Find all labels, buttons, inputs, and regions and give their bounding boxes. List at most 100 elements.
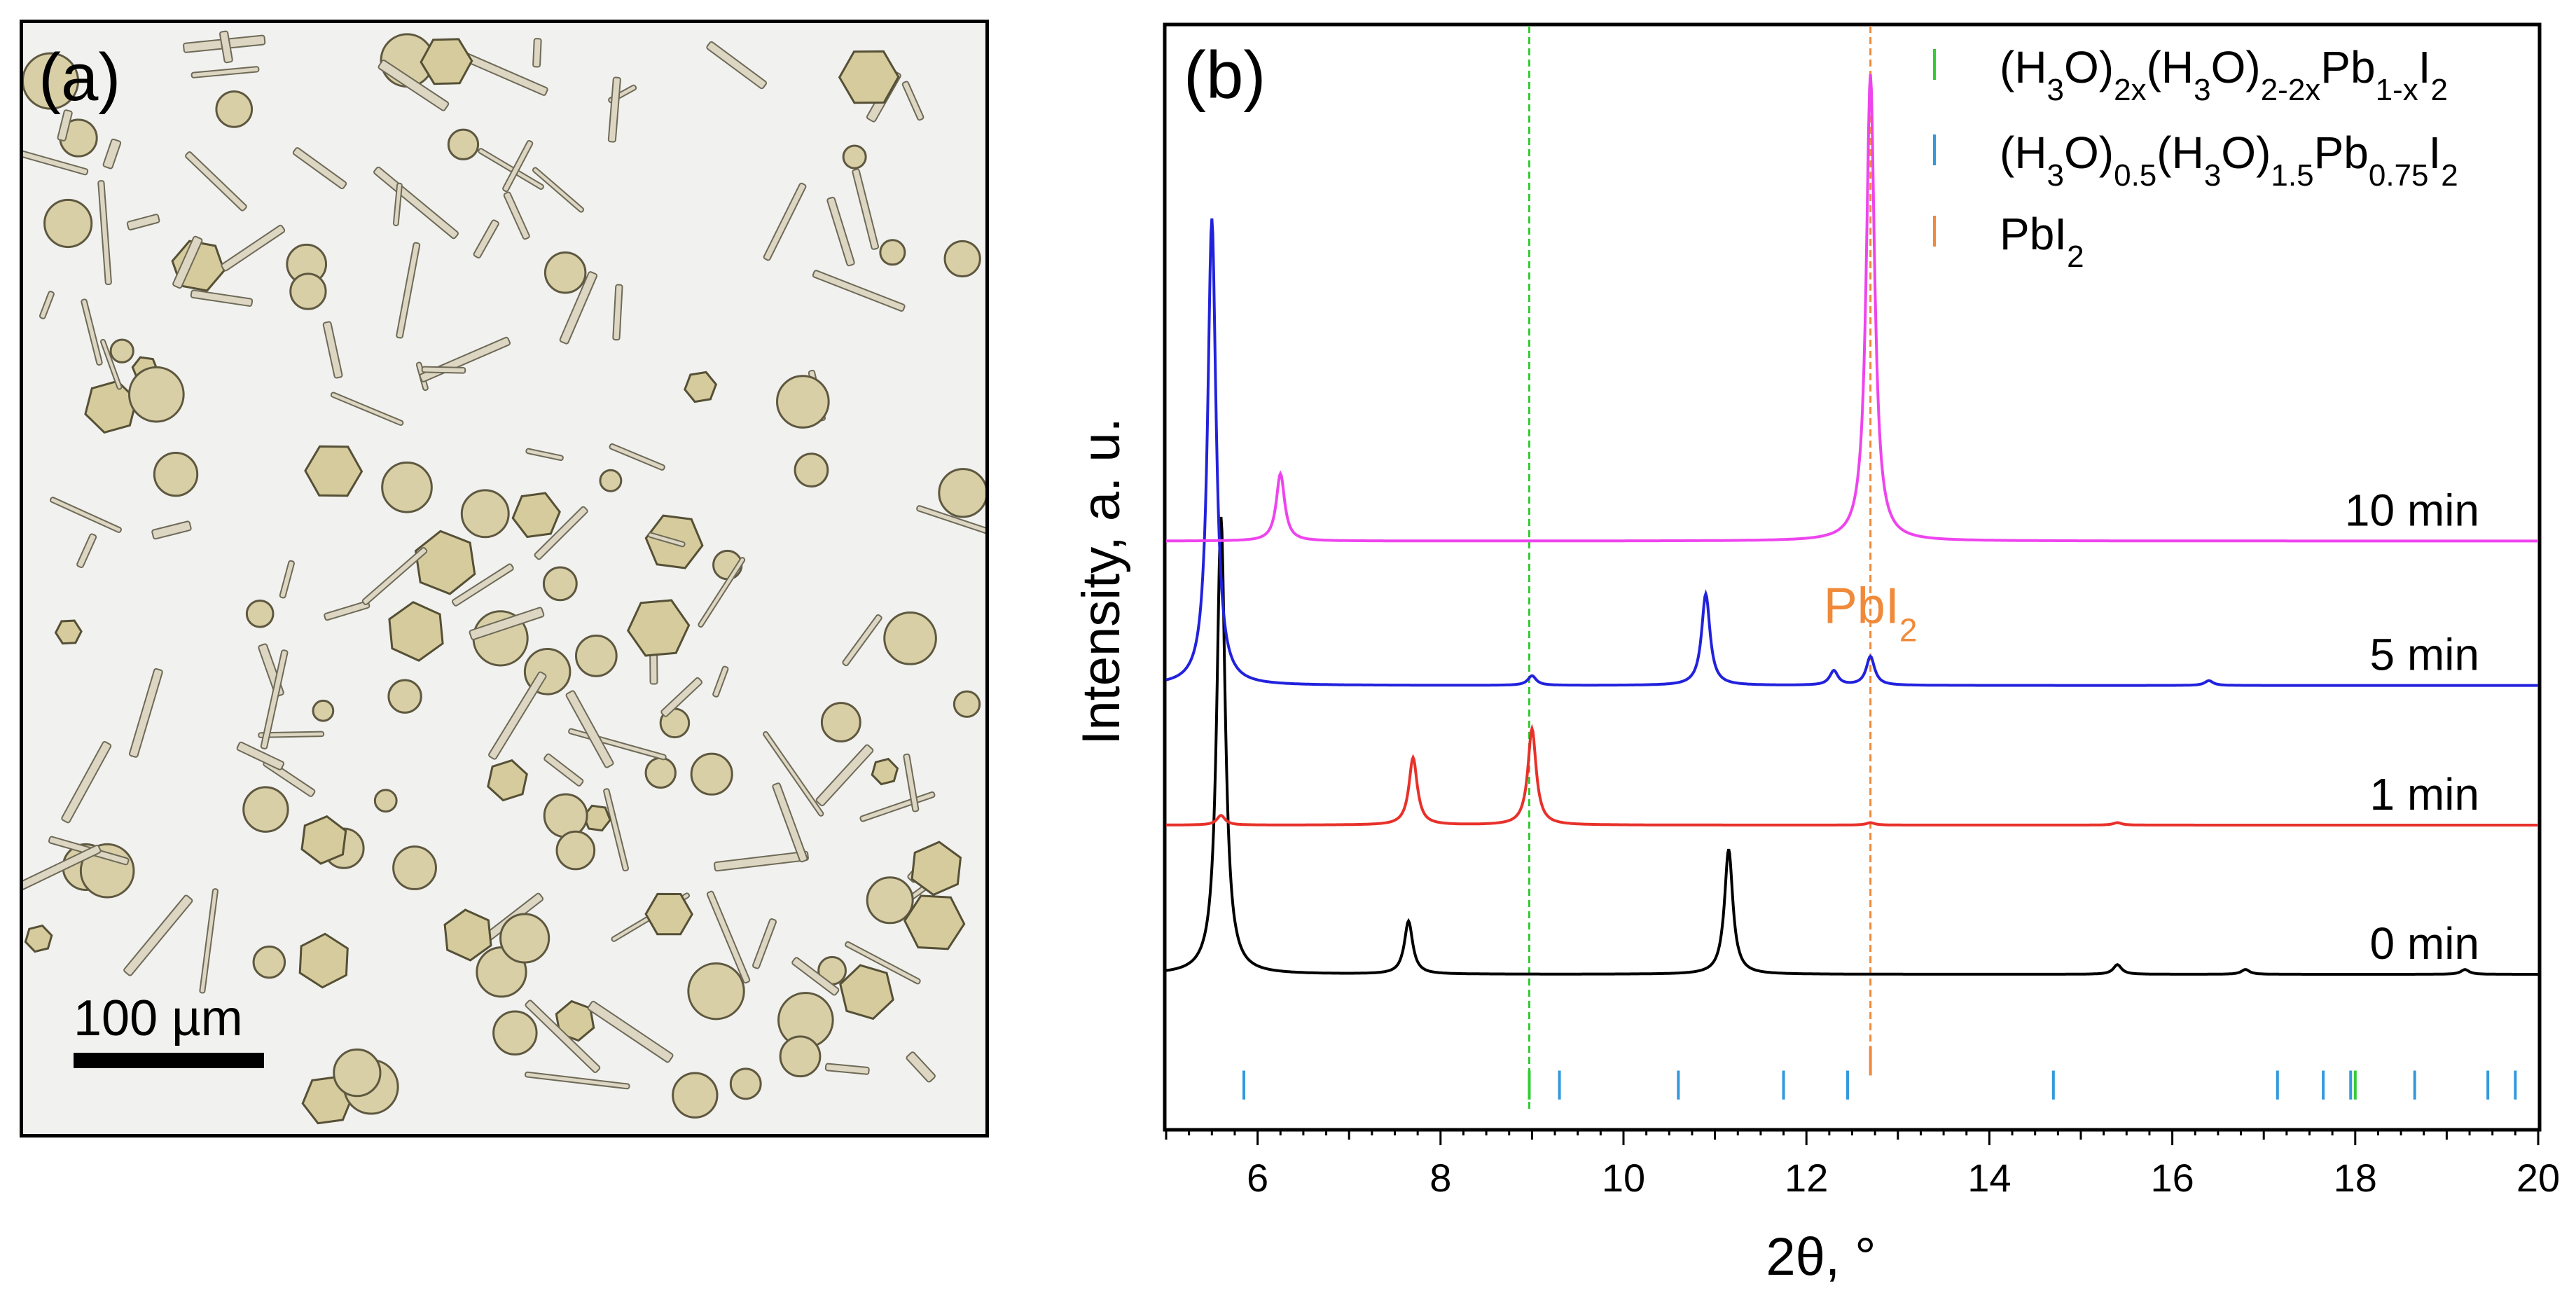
- x-axis-title: 2θ, °: [1766, 1227, 1876, 1287]
- hexagonal-crystal: [304, 445, 363, 497]
- round-crystal: [953, 690, 981, 718]
- hexagonal-crystal: [903, 894, 966, 950]
- needle-crystal: [61, 741, 112, 824]
- needle-crystal: [488, 671, 547, 760]
- micrograph-image: 100 µm (a): [23, 23, 985, 1134]
- needle-crystal: [330, 392, 404, 426]
- curve-label-0-min: 0 min: [2370, 918, 2480, 969]
- hexagonal-crystal: [626, 599, 691, 657]
- hexagonal-crystal: [300, 815, 347, 865]
- x-tick-label: 20: [2516, 1156, 2560, 1200]
- round-crystal: [879, 239, 906, 266]
- y-axis-title: Intensity, a. u.: [1072, 417, 1131, 745]
- round-crystal: [43, 198, 93, 249]
- needle-crystal: [901, 81, 925, 121]
- needle-crystal: [292, 147, 347, 190]
- needle-crystal: [815, 744, 874, 807]
- needle-crystal: [260, 649, 289, 749]
- round-crystal: [574, 635, 618, 677]
- needle-crystal: [612, 284, 623, 341]
- needle-crystal: [373, 166, 459, 240]
- panel-b-label: (b): [1184, 38, 1266, 113]
- needle-crystal: [698, 557, 746, 628]
- needle-crystal: [39, 291, 55, 319]
- curve-label-10-min: 10 min: [2345, 485, 2479, 535]
- round-crystal: [387, 679, 422, 714]
- curve-0-min: [1165, 516, 2538, 976]
- hexagonal-crystal: [24, 924, 53, 953]
- needle-crystal: [906, 1051, 936, 1083]
- needle-crystal: [603, 788, 630, 872]
- needle-crystal: [258, 731, 325, 738]
- round-crystal: [333, 1048, 382, 1098]
- needle-crystal: [903, 753, 920, 813]
- needle-crystal: [378, 60, 450, 111]
- pbi2-annotation: PbI2: [1824, 578, 1918, 648]
- round-crystal: [392, 845, 437, 890]
- needle-crystal: [502, 140, 534, 193]
- needle-crystal: [559, 271, 598, 345]
- round-crystal: [776, 375, 830, 429]
- needle-crystal: [421, 366, 466, 374]
- needle-crystal: [126, 214, 160, 230]
- needle-crystal: [772, 782, 808, 863]
- round-crystal: [127, 366, 185, 423]
- needle-crystal: [852, 168, 880, 250]
- needle-crystal: [23, 146, 89, 176]
- round-crystal: [289, 272, 327, 310]
- round-crystal: [555, 830, 596, 871]
- needle-crystal: [221, 224, 286, 272]
- round-crystal: [381, 461, 433, 513]
- round-crystal: [794, 452, 829, 488]
- legend: (H3O)2x(H3O)2-2xPb1-xI2 (H3O)0.5(H3O)1.5P…: [1933, 42, 2458, 274]
- needle-crystal: [473, 219, 499, 258]
- curve-label-1-min: 1 min: [2370, 769, 2480, 820]
- needle-crystal: [102, 138, 122, 170]
- needle-crystal: [752, 918, 777, 969]
- reference-ticks: [1242, 1046, 2517, 1100]
- round-crystal: [779, 1035, 822, 1078]
- round-crystal: [109, 338, 134, 364]
- round-crystal: [153, 451, 199, 497]
- hexagonal-crystal: [298, 932, 349, 989]
- curve-10-min: [1166, 74, 2538, 543]
- needle-crystal: [151, 520, 192, 540]
- xrd-curves: [1165, 74, 2538, 976]
- needle-crystal: [532, 167, 585, 213]
- needle-crystal: [172, 235, 203, 289]
- needle-crystal: [565, 690, 614, 768]
- needle-crystal: [842, 614, 882, 667]
- needle-crystal: [532, 38, 542, 68]
- needle-crystal: [185, 151, 247, 212]
- curve-1-min: [1166, 724, 2538, 827]
- needle-crystal: [23, 844, 102, 892]
- x-tick-label: 12: [1785, 1156, 1828, 1200]
- scale-bar-label: 100 µm: [74, 990, 243, 1046]
- legend-entry: (H3O)2x(H3O)2-2xPb1-xI2: [2000, 42, 2448, 107]
- round-crystal: [820, 702, 861, 743]
- needle-crystal: [190, 289, 254, 307]
- hexagonal-crystal: [511, 492, 561, 539]
- needle-crystal: [607, 76, 621, 143]
- hexagonal-crystal: [420, 38, 473, 85]
- needle-crystal: [469, 607, 545, 641]
- legend-entry: PbI2: [2000, 209, 2084, 274]
- round-crystal: [542, 566, 578, 602]
- needle-crystal: [812, 270, 906, 312]
- round-crystal: [943, 240, 981, 278]
- hexagonal-crystal: [839, 964, 894, 1021]
- needle-crystal: [845, 941, 921, 985]
- hexagonal-crystal: [414, 530, 476, 595]
- round-crystal: [373, 789, 398, 813]
- needle-crystal: [97, 180, 112, 286]
- hexagonal-crystal: [54, 619, 83, 645]
- needle-crystal: [826, 196, 855, 267]
- round-crystal: [447, 128, 480, 160]
- round-crystal: [215, 90, 254, 128]
- needle-crystal: [660, 677, 703, 717]
- round-crystal: [883, 611, 937, 665]
- needle-crystal: [99, 338, 123, 390]
- needle-crystal: [525, 448, 564, 462]
- x-tick-label: 10: [1602, 1156, 1645, 1200]
